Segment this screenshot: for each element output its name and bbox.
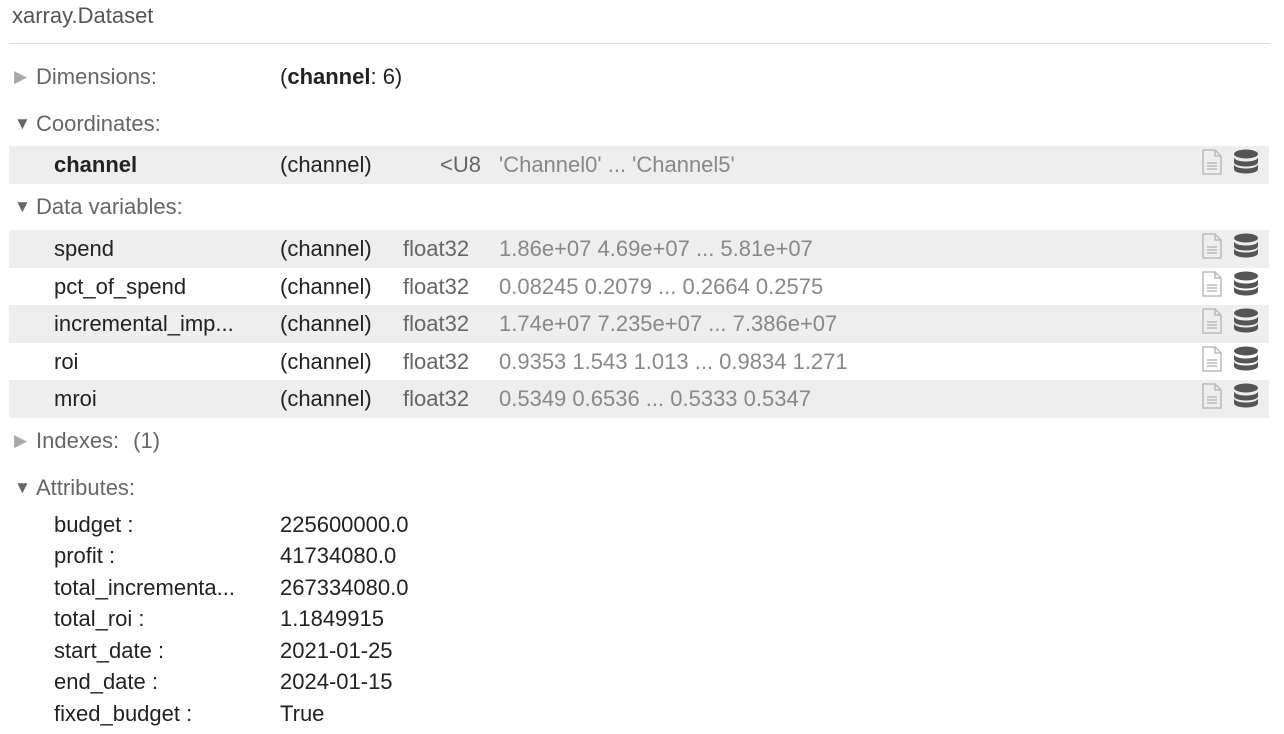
data-variable-row: mroi (channel) float32 0.5349 0.6536 ...… xyxy=(9,380,1269,419)
collapse-arrow-icon: ▼ xyxy=(14,197,31,216)
variable-preview[interactable]: 'Channel0' ... 'Channel5' xyxy=(499,152,735,177)
database-icon[interactable] xyxy=(1233,383,1259,415)
section-dimensions[interactable]: ▶ Dimensions: xyxy=(14,62,157,92)
variable-dtype: float32 xyxy=(403,311,470,337)
expand-arrow-icon: ▶ xyxy=(14,67,28,86)
attribute-key: budget : xyxy=(54,511,134,537)
dim-name: channel xyxy=(287,64,371,89)
variable-preview[interactable]: 0.9353 1.543 1.013 ... 0.9834 1.271 xyxy=(499,348,848,374)
indexes-count: (1) xyxy=(133,428,161,453)
section-label: Coordinates: xyxy=(36,111,161,136)
dim-size: : 6) xyxy=(370,64,403,89)
file-text-icon[interactable] xyxy=(1201,308,1223,340)
attribute-key: start_date : xyxy=(54,637,165,663)
variable-dims: (channel) xyxy=(280,386,372,412)
attribute-value: 2024-01-15 xyxy=(280,669,393,694)
attribute-value: 2021-01-25 xyxy=(280,637,393,663)
variable-dtype: float32 xyxy=(403,386,470,412)
variable-preview[interactable]: 0.5349 0.6536 ... 0.5333 0.5347 xyxy=(499,386,811,412)
database-icon[interactable] xyxy=(1233,233,1259,265)
attribute-value: 267334080.0 xyxy=(280,574,409,600)
section-label: Data variables: xyxy=(36,194,183,219)
section-label: Indexes: xyxy=(36,428,120,453)
variable-name: mroi xyxy=(54,386,97,412)
file-text-icon[interactable] xyxy=(1201,346,1223,378)
data-variable-row: pct_of_spend (channel) float32 0.08245 0… xyxy=(9,268,1269,306)
data-variable-row: spend (channel) float32 1.86e+07 4.69e+0… xyxy=(9,230,1269,268)
section-attributes[interactable]: ▼ Attributes: xyxy=(14,473,135,503)
variable-dtype: float32 xyxy=(403,348,470,374)
attribute-key: total_incrementa... xyxy=(54,574,235,600)
data-variable-row: incremental_imp... (channel) float32 1.7… xyxy=(9,305,1269,344)
database-icon[interactable] xyxy=(1233,308,1259,340)
variable-name: pct_of_spend xyxy=(54,273,187,299)
variable-dims: (channel) xyxy=(280,273,372,299)
section-indexes[interactable]: ▶ Indexes: (1) xyxy=(14,426,160,456)
variable-preview[interactable]: 0.08245 0.2079 ... 0.2664 0.2575 xyxy=(499,273,824,299)
variable-dims: (channel) xyxy=(280,236,372,261)
file-text-icon[interactable] xyxy=(1201,270,1223,303)
divider xyxy=(9,43,1270,44)
variable-dtype: float32 xyxy=(403,236,470,261)
variable-name: roi xyxy=(54,348,79,374)
variable-dtype: <U8 xyxy=(440,152,481,177)
expand-arrow-icon: ▶ xyxy=(14,431,28,450)
collapse-arrow-icon: ▼ xyxy=(14,114,31,133)
variable-preview[interactable]: 1.86e+07 4.69e+07 ... 5.81e+07 xyxy=(499,236,813,261)
paren: ( xyxy=(280,64,288,89)
variable-name: channel xyxy=(54,152,138,177)
attribute-key: total_roi : xyxy=(54,606,145,631)
file-text-icon[interactable] xyxy=(1201,149,1223,181)
database-icon[interactable] xyxy=(1233,149,1259,181)
attribute-value: 225600000.0 xyxy=(280,511,409,537)
variable-dims: (channel) xyxy=(280,152,372,177)
database-icon[interactable] xyxy=(1233,271,1259,303)
attribute-value: True xyxy=(280,700,325,726)
file-text-icon[interactable] xyxy=(1201,233,1223,265)
variable-dims: (channel) xyxy=(280,311,372,337)
attribute-value: 41734080.0 xyxy=(280,543,397,568)
coordinate-row: channel (channel) <U8 'Channel0' ... 'Ch… xyxy=(9,146,1269,184)
dimensions-value: (channel: 6) xyxy=(280,62,402,92)
attribute-key: profit : xyxy=(54,543,116,568)
variable-preview[interactable]: 1.74e+07 7.235e+07 ... 7.386e+07 xyxy=(499,311,838,337)
attribute-key: fixed_budget : xyxy=(54,700,193,726)
variable-name: incremental_imp... xyxy=(54,311,234,337)
section-data-variables[interactable]: ▼ Data variables: xyxy=(14,192,183,222)
section-label: Dimensions: xyxy=(36,64,158,89)
variable-dtype: float32 xyxy=(403,273,470,299)
dataset-title: xarray.Dataset xyxy=(12,3,154,28)
data-variable-row: roi (channel) float32 0.9353 1.543 1.013… xyxy=(9,343,1269,381)
attribute-value: 1.1849915 xyxy=(280,606,384,631)
file-text-icon[interactable] xyxy=(1201,383,1223,415)
attribute-key: end_date : xyxy=(54,669,158,694)
variable-name: spend xyxy=(54,236,114,261)
database-icon[interactable] xyxy=(1233,346,1259,378)
section-label: Attributes: xyxy=(36,475,136,500)
variable-dims: (channel) xyxy=(280,348,372,374)
collapse-arrow-icon: ▼ xyxy=(14,478,31,497)
section-coordinates[interactable]: ▼ Coordinates: xyxy=(14,109,161,139)
